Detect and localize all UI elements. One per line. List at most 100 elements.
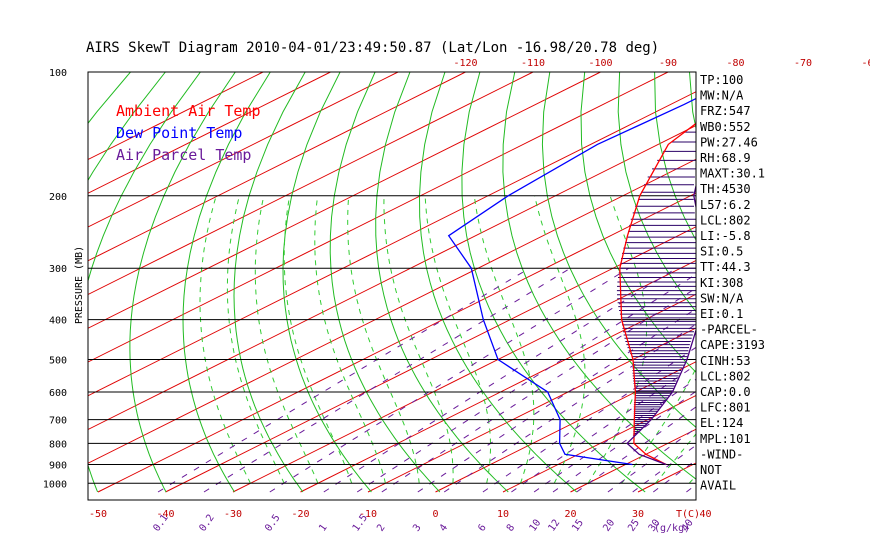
top-temp-tick-label: -100 [588,58,612,69]
isotherm-line [88,91,696,397]
sounding-index: -WIND- [700,447,743,461]
sounding-index: SW:N/A [700,291,744,305]
bottom-temp-tick-label: 0 [432,509,438,520]
mixing-ratio-tick-label: 0.5 [263,513,282,534]
sounding-index: TH:4530 [700,182,751,196]
mixing-ratio-line [417,308,696,493]
mixing-ratio-line [632,444,696,493]
sounding-index: WB0:552 [700,120,751,134]
bottom-temp-tick-label: 20 [564,509,576,520]
sounding-index: MPL:101 [700,432,751,446]
isotherm-line [88,158,696,464]
sounding-index: LCL:802 [700,369,751,383]
mixing-ratio-unit: (g/kg) [654,523,690,534]
mixing-ratio-tick-label: 8 [505,522,517,533]
sounding-index: CAP:0.0 [700,385,751,399]
bottom-axis-unit: T(C) [676,509,700,520]
isotherm-line [88,72,669,363]
moist-adiabat-line [473,195,535,484]
sounding-index: MW:N/A [700,89,744,103]
isotherm-line [88,72,264,161]
isotherm-line [300,293,696,493]
sounding-index: TT:44.3 [700,260,751,274]
dry-adiabat-line [418,72,578,493]
mixing-ratio-tick-label: 1 [317,522,329,533]
bottom-temp-tick-label: -10 [359,509,377,520]
mixing-ratio-line [203,267,571,493]
dry-adiabat-line [182,72,271,493]
dry-adiabat-line [88,72,131,125]
dry-adiabat-line [617,72,696,313]
mixing-ratio-tick-label: 4 [438,522,450,533]
dry-adiabat-line [759,72,870,492]
dry-adiabat-line [829,72,870,492]
sounding-index: CAPE:3193 [700,338,765,352]
dry-adiabat-line [129,72,236,493]
sounding-index: LFC:801 [700,401,751,415]
sounding-index: AVAIL [700,479,736,493]
sounding-index: KI:308 [700,276,743,290]
isotherm-line [435,361,696,493]
pressure-tick-label: 1000 [43,479,67,490]
bottom-temp-tick-label: 40 [699,509,711,520]
mixing-ratio-tick-label: 20 [601,518,617,534]
mixing-ratio-line [533,378,696,493]
pressure-tick-label: 400 [49,316,67,327]
legend-entry: Ambient Air Temp [116,102,261,120]
dry-adiabat-line [580,72,696,373]
sounding-index: LCL:802 [700,213,751,227]
top-temp-tick-label: -80 [726,58,744,69]
dry-adiabat-line [88,72,201,493]
sounding-index: EL:124 [700,416,743,430]
moist-adiabat-line [655,433,696,484]
pressure-tick-label: 200 [49,192,67,203]
isotherm-line [165,226,696,493]
sounding-index: EI:0.1 [700,307,743,321]
dry-adiabat-line [794,72,870,492]
bottom-temp-tick-label: 30 [632,509,644,520]
sounding-index: RH:68.9 [700,151,751,165]
mixing-ratio-tick-label: 10 [528,518,544,534]
mixing-ratio-line [269,267,630,493]
mixing-ratio-tick-label: 0.2 [197,513,216,534]
sounding-index: -PARCEL- [700,323,758,337]
isotherm-line [88,124,696,431]
pressure-tick-label: 300 [49,264,67,275]
pressure-tick-label: 700 [49,416,67,427]
top-temp-tick-label: -60 [861,58,870,69]
isotherm-line [232,259,696,493]
mixing-ratio-tick-label: 12 [546,518,562,534]
moist-adiabat-line [283,195,353,484]
moist-adiabat-line [226,195,285,484]
top-temp-tick-label: -110 [521,58,545,69]
pressure-tick-label: 900 [49,460,67,471]
mixing-ratio-line [381,287,696,493]
dry-adiabat-line [864,72,870,492]
moist-adiabat-line [383,195,454,484]
moist-adiabat-line [534,195,586,484]
bottom-temp-tick-label: 10 [497,509,509,520]
isotherm-line [88,72,466,262]
isotherm-line [841,72,870,492]
isotherm-line [97,192,696,493]
bottom-temp-tick-label: -30 [224,509,242,520]
sounding-index: NOT [700,463,722,477]
sounding-index: LI:-5.8 [700,229,751,243]
sounding-index: SI:0.5 [700,245,743,259]
sounding-index: MAXT:30.1 [700,167,765,181]
top-temp-tick-label: -120 [453,58,477,69]
mixing-ratio-line [652,459,696,493]
moist-adiabat-line [424,195,491,484]
top-temp-tick-label: -90 [659,58,677,69]
isotherm-line [88,72,399,228]
isotherm-line [773,72,870,492]
dry-adiabat-line [375,72,509,493]
sounding-index: TP:100 [700,73,743,87]
mixing-ratio-tick-label: 3 [411,522,423,533]
dry-adiabat-line [233,72,306,493]
legend-entry: Air Parcel Temp [116,146,251,164]
mixing-ratio-line [443,323,696,493]
bottom-temp-tick-label: -40 [156,509,174,520]
pressure-tick-label: 500 [49,355,67,366]
